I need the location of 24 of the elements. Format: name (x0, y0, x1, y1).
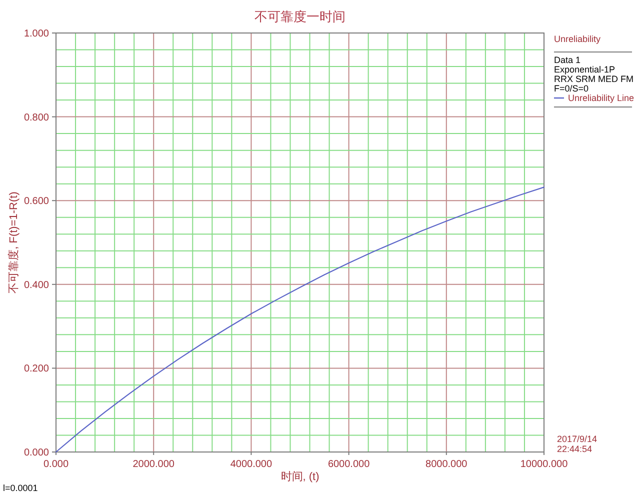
y-axis-title: 不可靠度, F(t)=1-R(t) (7, 192, 20, 294)
y-tick-label: 1.000 (24, 28, 50, 40)
text: Exponential-1P (554, 64, 616, 74)
text: F=0/S=0 (554, 84, 589, 94)
legend-title: Unreliability (554, 34, 602, 44)
y-tick-label: 0.200 (24, 364, 50, 375)
x-tick-label: 2000.000 (132, 459, 175, 470)
text: RRX SRM MED FM (554, 74, 634, 84)
y-tick-label: 0.000 (24, 448, 50, 458)
y-tick-label: 0.600 (24, 196, 50, 208)
text: 2017/9/14 (557, 434, 598, 444)
x-tick-label: 10000.000 (520, 459, 568, 470)
x-tick-label: 4000.000 (230, 459, 272, 470)
x-tick-label: 6000.000 (328, 459, 370, 470)
text: 22:44:54 (557, 444, 592, 454)
y-tick-label: 0.400 (24, 280, 50, 291)
x-tick-label: 8000.000 (426, 459, 468, 470)
legend-label: Unreliability Line (568, 93, 634, 103)
y-tick-label: 0.800 (24, 112, 50, 124)
text: Data 1 (554, 55, 581, 65)
text: l=0.0001 (3, 483, 38, 493)
chart-title: 不可靠度一时间 (254, 9, 346, 24)
x-tick-label: 0.000 (43, 459, 69, 470)
x-axis-title: 时间, (t) (280, 470, 320, 483)
